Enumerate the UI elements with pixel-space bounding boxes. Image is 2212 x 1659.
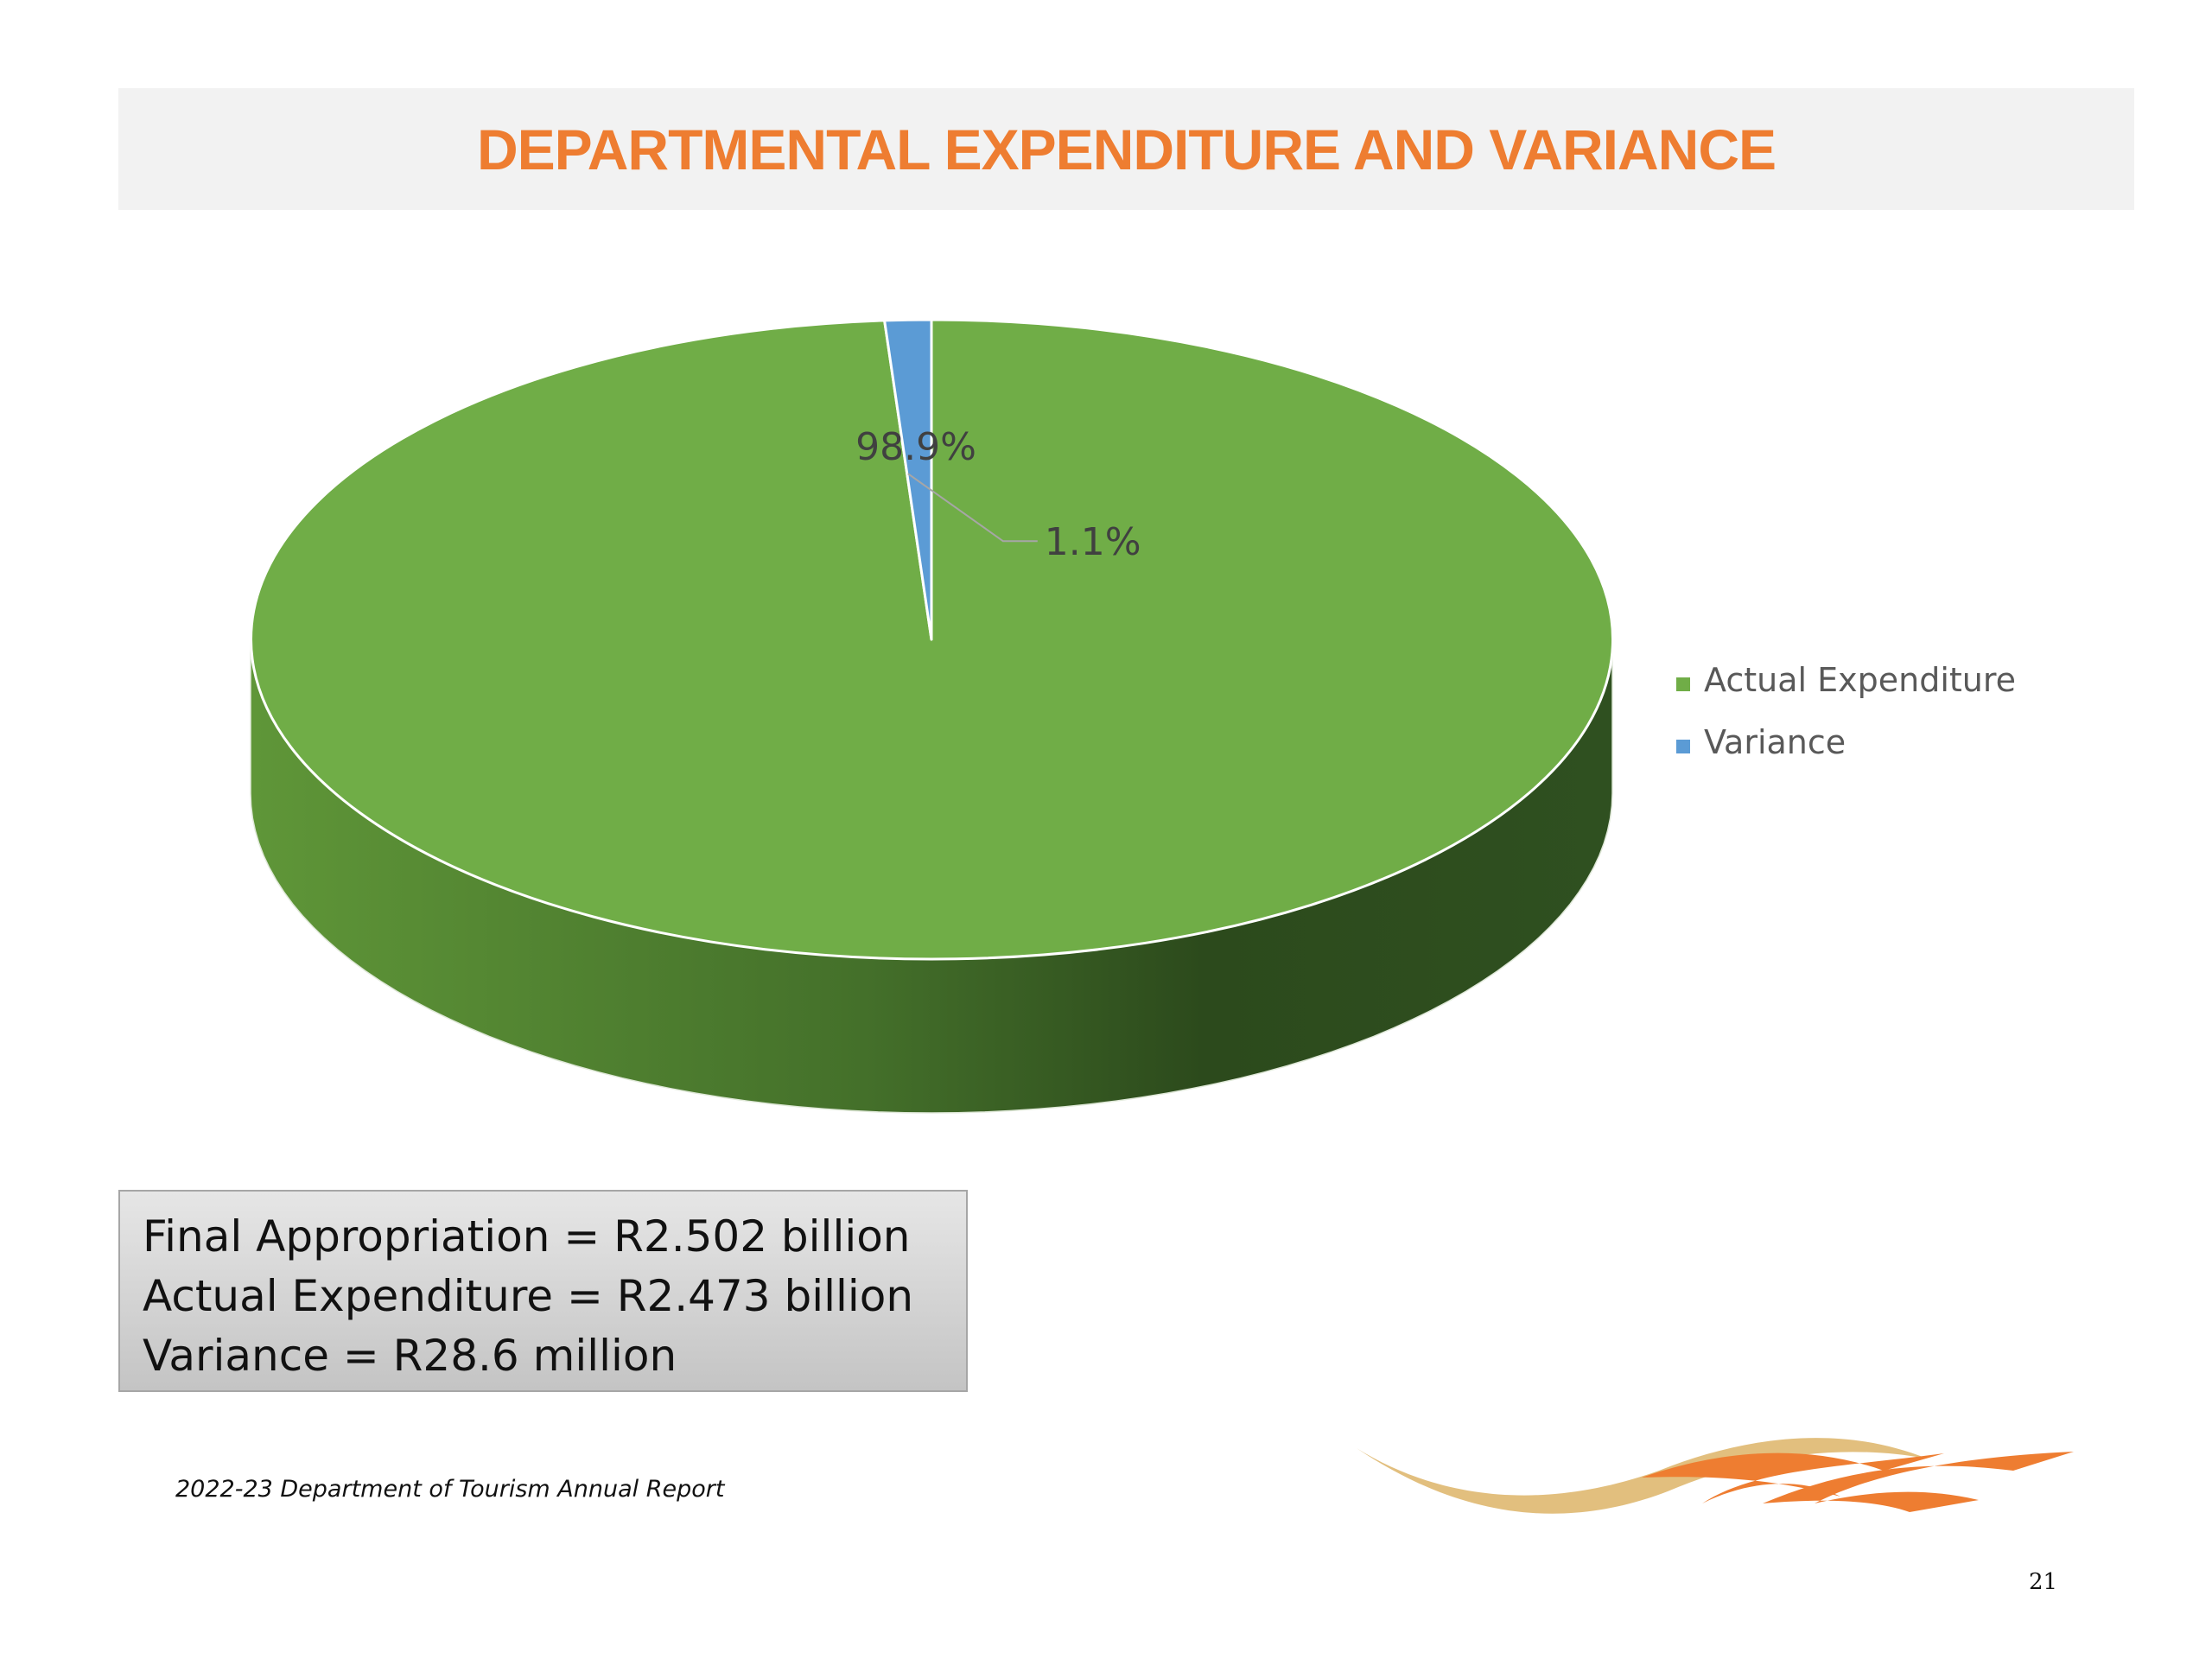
pie-slice-variance[interactable]: [883, 318, 933, 641]
page-title: DEPARTMENTAL EXPENDITURE AND VARIANCE: [476, 117, 1777, 181]
legend-label-actual-expenditure: Actual Expenditure: [1704, 661, 2016, 699]
tourism-logo: [1357, 1438, 2074, 1514]
legend-swatch-actual-expenditure: [1676, 677, 1690, 691]
page-number: 21: [2029, 1569, 2058, 1595]
title-bar: DEPARTMENTAL EXPENDITURE AND VARIANCE: [118, 88, 2134, 210]
variance-text: Variance = R28.6 million: [143, 1331, 677, 1381]
legend-swatch-variance: [1676, 740, 1690, 753]
legend-label-variance: Variance: [1704, 723, 1846, 761]
actual-expenditure-text: Actual Expenditure = R2.473 billion: [143, 1271, 914, 1321]
data-label-variance: 1.1%: [1045, 520, 1141, 564]
final-appropriation-text: Final Appropriation = R2.502 billion: [143, 1211, 911, 1262]
data-label-actual-expenditure: 98.9%: [855, 425, 976, 469]
summary-box: Final Appropriation = R2.502 billion Act…: [118, 1190, 968, 1392]
footer-text: 2022-23 Department of Tourism Annual Rep…: [175, 1476, 725, 1503]
leader-line-variance: [907, 473, 1038, 543]
